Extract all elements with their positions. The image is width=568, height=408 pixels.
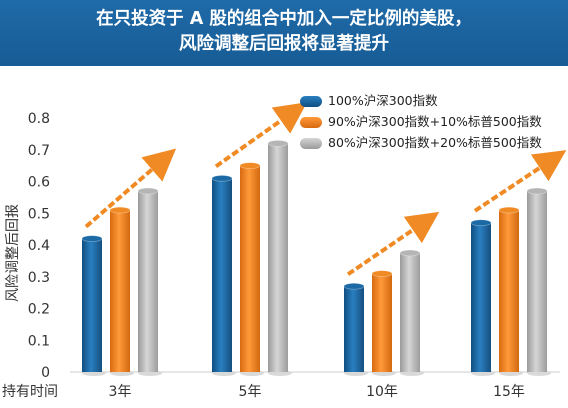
bar-body — [212, 178, 232, 372]
trend-arrow — [473, 150, 567, 213]
legend-swatch — [300, 117, 322, 128]
trend-arrow — [214, 102, 308, 168]
bar-cap — [399, 249, 421, 257]
y-tick-label: 0.8 — [28, 111, 50, 127]
bar-3-cat-4 — [526, 187, 551, 376]
bar-2-cat-2 — [239, 162, 264, 376]
legend: 100%沪深300指数 90%沪深300指数+10%标普500指数 80%沪深300… — [300, 90, 542, 153]
legend-item: 90%沪深300指数+10%标普500指数 — [300, 111, 542, 132]
legend-label: 100%沪深300指数 — [328, 93, 438, 108]
bar-body — [82, 238, 102, 372]
bar-1-cat-2 — [211, 174, 236, 376]
bar-2-cat-3 — [371, 270, 396, 376]
x-axis-label: 持有时间 — [2, 384, 58, 400]
y-tick-label: 0.6 — [28, 175, 50, 191]
y-tick-label: 0.1 — [28, 333, 50, 349]
chart-area: 0 0.1 0.2 0.3 0.4 0.5 0.6 0.7 0.8 风险调整后回报持有时间 3年 5年… — [0, 66, 568, 404]
x-tick-label: 5年 — [239, 384, 262, 400]
bar-cap — [371, 270, 393, 277]
bar-cap — [239, 162, 261, 170]
bar-body — [499, 210, 519, 372]
bar-3-cat-3 — [399, 249, 424, 376]
bar-3-cat-1 — [137, 187, 162, 376]
bar-cap — [498, 206, 520, 214]
bar-body — [138, 191, 158, 372]
bar-1-cat-3 — [343, 282, 368, 376]
x-tick-label: 10年 — [366, 384, 398, 400]
bar-cap — [137, 187, 159, 195]
bar-cap — [470, 219, 492, 227]
bar-2-cat-4 — [498, 206, 523, 376]
legend-swatch — [300, 138, 322, 149]
x-tick-label: 3年 — [109, 384, 132, 400]
bar-cap — [109, 206, 131, 214]
bar-body — [240, 165, 260, 372]
trend-arrow — [346, 211, 440, 276]
bar-body — [471, 222, 491, 372]
trend-arrow — [84, 148, 177, 229]
y-axis-label: 风险调整后回报 — [5, 204, 21, 302]
legend-label: 90%沪深300指数+10%标普500指数 — [328, 114, 542, 129]
y-tick-label: 0.7 — [28, 143, 50, 159]
legend-item: 100%沪深300指数 — [300, 90, 542, 111]
bars — [81, 140, 551, 376]
legend-item: 80%沪深300指数+20%标普500指数 — [300, 132, 542, 153]
bar-body — [110, 210, 130, 372]
y-tick-label: 0.4 — [28, 238, 50, 254]
bar-3-cat-2 — [267, 140, 292, 376]
bar-2-cat-1 — [109, 206, 134, 376]
x-tick-label: 15年 — [493, 384, 525, 400]
bar-body — [400, 252, 420, 372]
bar-cap — [343, 282, 365, 290]
chart-title-banner: 在只投资于 A 股的组合中加入一定比例的美股， 风险调整后回报将显著提升 — [0, 0, 568, 66]
legend-label: 80%沪深300指数+20%标普500指数 — [328, 135, 542, 150]
bar-body — [344, 286, 364, 372]
bar-cap — [267, 140, 289, 147]
bar-cap — [81, 235, 103, 243]
y-tick-label: 0 — [41, 365, 50, 381]
bar-1-cat-1 — [81, 235, 106, 376]
bar-body — [527, 191, 547, 372]
chart-title-line-2: 风险调整后回报将显著提升 — [179, 34, 389, 54]
y-tick-label: 0.2 — [28, 302, 50, 318]
y-tick-label: 0.3 — [28, 270, 50, 286]
bar-body — [268, 143, 288, 372]
bar-cap — [211, 174, 233, 182]
trend-arrows — [84, 102, 567, 276]
bar-body — [372, 273, 392, 372]
legend-swatch — [300, 96, 322, 107]
bar-cap — [526, 187, 548, 195]
chart-title-line-1: 在只投资于 A 股的组合中加入一定比例的美股， — [96, 9, 472, 29]
bar-1-cat-4 — [470, 219, 495, 376]
y-tick-label: 0.5 — [28, 206, 50, 222]
